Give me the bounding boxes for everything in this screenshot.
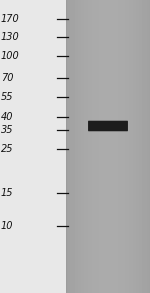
Text: 55: 55 (1, 92, 13, 102)
Text: 170: 170 (1, 14, 20, 24)
Text: 10: 10 (1, 221, 13, 231)
Bar (0, 0, 66, 293)
Text: 35: 35 (1, 125, 13, 135)
Text: 15: 15 (1, 188, 13, 198)
Text: 100: 100 (1, 51, 20, 61)
Text: 40: 40 (1, 112, 13, 122)
FancyBboxPatch shape (88, 121, 128, 131)
Text: 130: 130 (1, 32, 20, 42)
Text: 70: 70 (1, 73, 13, 83)
Text: 25: 25 (1, 144, 13, 154)
